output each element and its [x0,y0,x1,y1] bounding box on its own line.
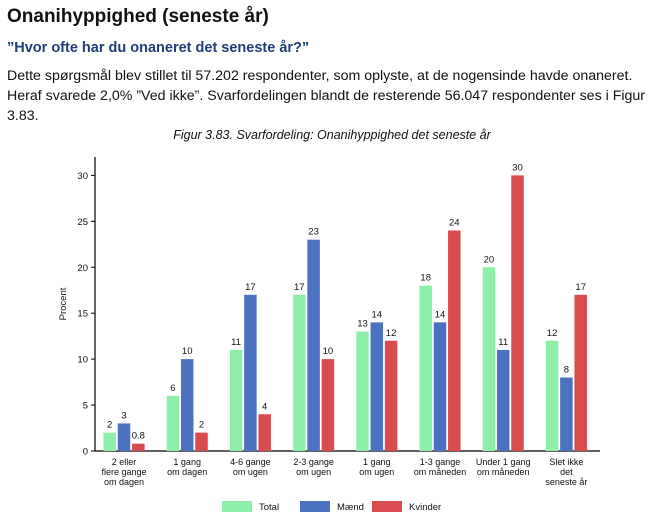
x-tick-label: Under 1 gang [476,457,531,467]
bar-value-label: 2 [199,420,204,431]
bar-kvinder [511,175,524,451]
section-title: Onanihyppighed (seneste år) [7,6,269,27]
bar-value-label: 11 [231,337,241,348]
bar-kvinder [574,294,587,451]
y-tick-label: 10 [77,355,88,366]
bar-value-label: 17 [294,282,305,293]
x-tick-label: om ugen [296,467,331,477]
bar-m-nd [117,423,131,451]
x-tick-label: 1 gang [363,457,391,467]
bar-value-label: 8 [564,365,569,376]
bar-value-label: 12 [386,328,397,339]
x-tick-label: 1-3 gange [420,457,461,467]
bar-kvinder [448,230,461,451]
bar-value-label: 18 [420,273,431,284]
y-tick-label: 5 [83,401,88,412]
bar-value-label: 0.8 [132,431,145,442]
bar-value-label: 17 [575,282,586,293]
x-tick-label: om måneden [414,467,467,477]
x-tick-label: 2 eller [112,457,137,467]
y-tick-label: 20 [77,263,88,274]
bar-kvinder [321,359,335,451]
y-tick-label: 25 [77,217,88,228]
x-tick-label: 2-3 gange [293,457,334,467]
bar-total [166,395,180,451]
bar-value-label: 3 [121,410,126,421]
bar-value-label: 12 [547,328,558,339]
intro-paragraph: Dette spørgsmål blev stillet til 57.202 … [7,68,646,124]
bar-value-label: 23 [308,227,319,238]
bar-total [356,331,369,451]
legend-label: Mænd [337,502,364,513]
y-tick-label: 0 [83,447,88,458]
x-tick-label: 1 gang [173,457,201,467]
figure-caption: Figur 3.83. Svarfordeling: Onanihyppighe… [173,128,491,142]
bar-value-label: 10 [182,346,193,357]
x-tick-label: flere gange [101,467,146,477]
bar-m-nd [307,239,320,451]
survey-question: ”Hvor ofte har du onaneret det seneste å… [7,40,310,56]
y-tick-label: 30 [77,171,88,182]
y-tick-label: 15 [77,309,88,320]
bar-m-nd [560,377,573,451]
x-tick-label: om dagen [104,477,144,487]
bar-value-label: 10 [323,346,334,357]
bar-kvinder [132,443,145,451]
x-tick-label: seneste år [545,477,587,487]
legend-label: Kvinder [409,502,441,513]
legend-label: Total [259,502,279,513]
x-tick-label: Slet ikke [549,457,583,467]
x-tick-label: 4-6 gange [230,457,271,467]
bar-total [103,432,116,451]
legend-swatch [372,501,402,512]
bar-m-nd [433,322,447,451]
bar-value-label: 24 [449,218,460,229]
bar-value-label: 30 [512,162,523,173]
bar-value-label: 2 [107,420,112,431]
x-tick-label: det [560,467,573,477]
x-tick-label: om ugen [359,467,394,477]
bar-value-label: 20 [484,254,495,265]
bar-value-label: 6 [170,383,175,394]
bar-value-label: 14 [372,309,383,320]
bar-kvinder [384,340,398,451]
bar-value-label: 14 [435,309,446,320]
bar-total [482,267,496,451]
bar-m-nd [244,294,257,451]
x-tick-label: om måneden [477,467,530,477]
bar-m-nd [370,322,384,451]
bar-value-label: 4 [262,401,267,412]
legend-swatch [300,501,330,512]
x-tick-label: om ugen [233,467,268,477]
bar-total [419,285,432,451]
x-tick-label: om dagen [167,467,207,477]
bar-value-label: 13 [357,319,368,330]
bar-total [293,294,306,451]
bar-value-label: 11 [498,337,508,348]
bar-kvinder [258,414,271,451]
bar-kvinder [195,432,208,451]
bar-value-label: 17 [245,282,256,293]
y-axis-label: Procent [58,287,69,320]
bar-total [229,349,243,451]
bar-m-nd [496,349,510,451]
bar-total [545,340,559,451]
bar-m-nd [180,359,194,451]
legend-swatch [222,501,252,512]
